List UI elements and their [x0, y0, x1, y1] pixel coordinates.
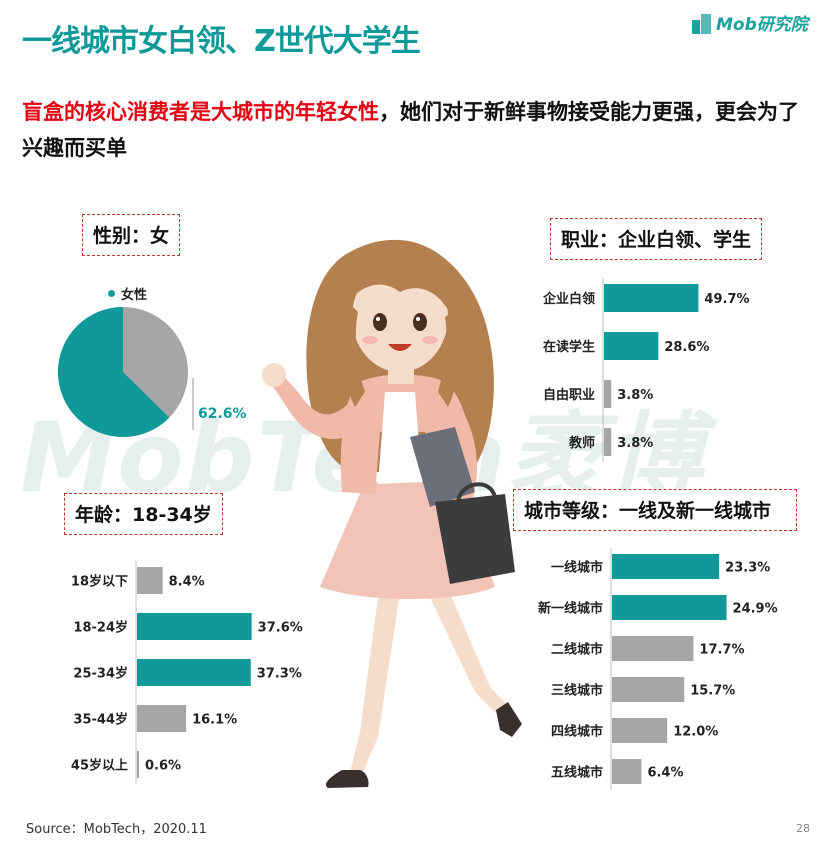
category-label: 教师 — [568, 435, 595, 451]
occupation-bar-chart: 企业白领 49.7% 在读学生 28.6% 自由职业 3.8% 教师 3.8% — [542, 278, 750, 462]
girl-illustration — [262, 239, 522, 788]
category-label: 三线城市 — [551, 683, 603, 699]
value-label: 17.7% — [699, 643, 744, 658]
category-label: 五线城市 — [551, 765, 603, 781]
occupation-label: 职业：企业白领、学生 — [550, 218, 763, 260]
value-label: 6.4% — [647, 766, 683, 781]
value-label: 16.1% — [192, 713, 237, 728]
logo: Mob研究院 — [692, 10, 808, 35]
category-label: 二线城市 — [551, 642, 603, 658]
age-bar-chart: 18岁以下 8.4% 18-24岁 37.6% 25-34岁 37.3% 35-44岁 16.… — [71, 561, 303, 784]
category-label: 一线城市 — [551, 560, 603, 576]
category-label: 在读学生 — [543, 339, 595, 355]
source-note: Source：MobTech，2020.11 — [26, 822, 207, 837]
bar-3 — [137, 659, 251, 686]
category-label: 45岁以上 — [71, 758, 128, 774]
category-label: 35-44岁 — [73, 712, 128, 728]
category-label: 四线城市 — [551, 724, 603, 740]
value-label: 3.8% — [617, 436, 653, 451]
headline-highlight: 盲盒的核心消费者是大城市的年轻女性 — [22, 100, 379, 124]
value-label: 3.8% — [617, 388, 653, 403]
age-label: 年龄：18-34岁 — [64, 493, 223, 535]
value-label: 37.6% — [258, 621, 303, 636]
page-number: 28 — [796, 822, 810, 835]
legend-swatch — [108, 290, 115, 297]
value-label: 15.7% — [690, 684, 735, 699]
bar-4 — [137, 705, 187, 732]
bar-2 — [137, 613, 252, 640]
category-label: 新一线城市 — [538, 601, 603, 617]
pie-slice-female — [57, 307, 170, 437]
bar-2 — [604, 332, 659, 360]
category-label: 18-24岁 — [73, 620, 128, 636]
bar-5 — [137, 751, 139, 778]
bar-4 — [612, 677, 685, 702]
category-label: 25-34岁 — [73, 666, 128, 682]
bar-6 — [612, 759, 642, 784]
logo-icon — [692, 12, 712, 34]
category-label: 企业白领 — [542, 291, 595, 307]
bar-1 — [137, 567, 163, 594]
legend-label: 女性 — [121, 288, 148, 303]
value-label: 37.3% — [257, 667, 302, 682]
city-bar-chart: 一线城市 23.3% 新一线城市 24.9% 二线城市 17.7% 三线城市 15.7% 四线城… — [538, 548, 778, 790]
bar-4 — [604, 428, 612, 456]
page-title: 一线城市女白领、Z世代大学生 — [22, 24, 421, 59]
headline: 盲盒的核心消费者是大城市的年轻女性，她们对于新鲜事物接受能力更强，更会为了兴趣而… — [22, 94, 812, 166]
bar-3 — [604, 380, 612, 408]
value-label: 49.7% — [704, 292, 749, 307]
category-label: 18岁以下 — [71, 574, 128, 590]
gender-label: 性别：女 — [82, 214, 181, 256]
logo-text: Mob研究院 — [716, 15, 808, 35]
bar-1 — [612, 554, 720, 579]
category-label: 自由职业 — [543, 387, 595, 403]
value-label: 0.6% — [145, 759, 181, 774]
bar-3 — [612, 636, 694, 661]
bar-5 — [612, 718, 668, 743]
bar-1 — [604, 284, 699, 312]
value-label: 23.3% — [725, 561, 770, 576]
value-label: 8.4% — [169, 575, 205, 590]
gender-legend: 女性 — [108, 284, 147, 303]
city-label: 城市等级：一线及新一线城市 — [513, 489, 797, 531]
bar-2 — [612, 595, 727, 620]
value-label: 24.9% — [733, 602, 778, 617]
headline-rest: ，她们对于新鲜事物接受能力更强，更会为了兴趣而买单 — [22, 100, 799, 160]
pie-value-label: 62.6% — [198, 406, 247, 422]
gender-pie-chart: 62.6% — [57, 307, 247, 437]
value-label: 28.6% — [664, 340, 709, 355]
value-label: 12.0% — [673, 725, 718, 740]
